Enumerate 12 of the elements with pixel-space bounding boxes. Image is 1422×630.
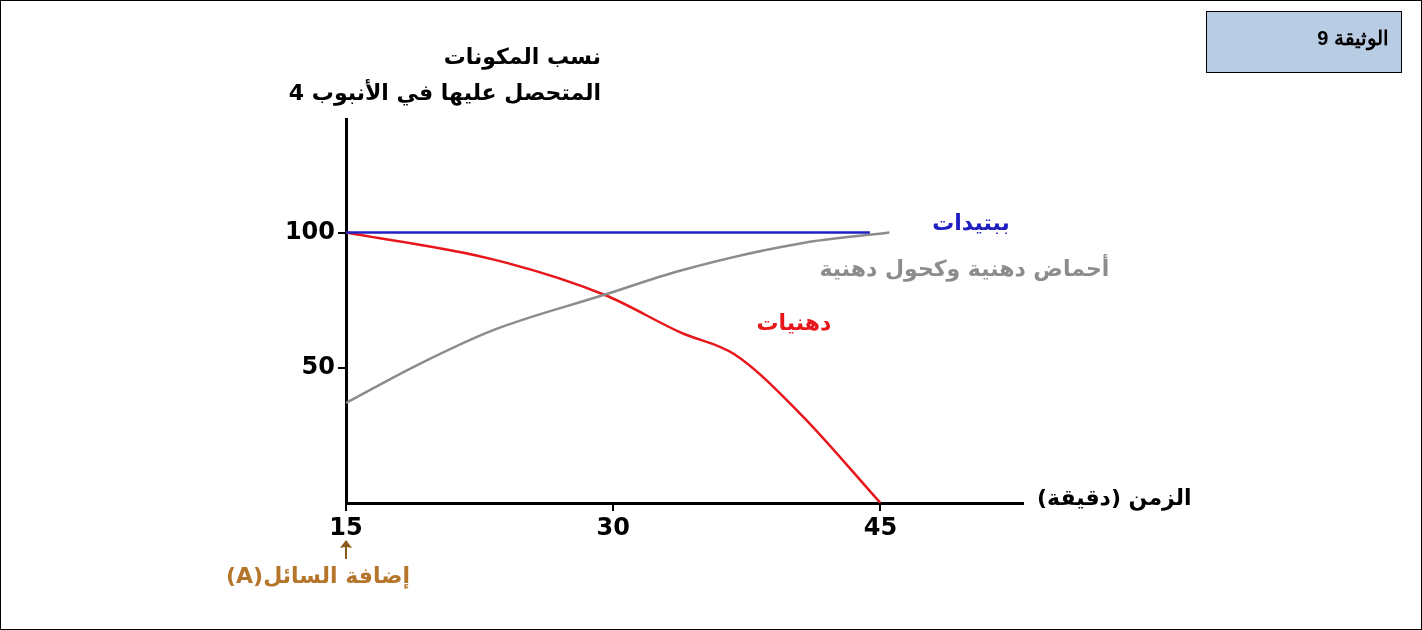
text: ببتيدات: [932, 210, 1010, 236]
x-tick-label: 30: [596, 512, 630, 541]
x-tick-label: 15: [329, 512, 363, 541]
y-tick-label: 50: [301, 352, 335, 381]
text: الوثيقة 9: [1206, 11, 1402, 73]
series-label: دهنيات: [756, 309, 832, 335]
text: إضافة السائل(A): [226, 563, 410, 588]
y-tick-label: 100: [284, 216, 335, 245]
x-tick-label: 45: [863, 512, 898, 541]
x-axis-title: الزمن (دقيقة): [1037, 485, 1192, 510]
series-label: أحماض دهنية وكحول دهنية: [819, 253, 1110, 283]
y-axis-title: نسب المكونات المتحصل عليها في الأنبوب 4: [288, 43, 601, 108]
